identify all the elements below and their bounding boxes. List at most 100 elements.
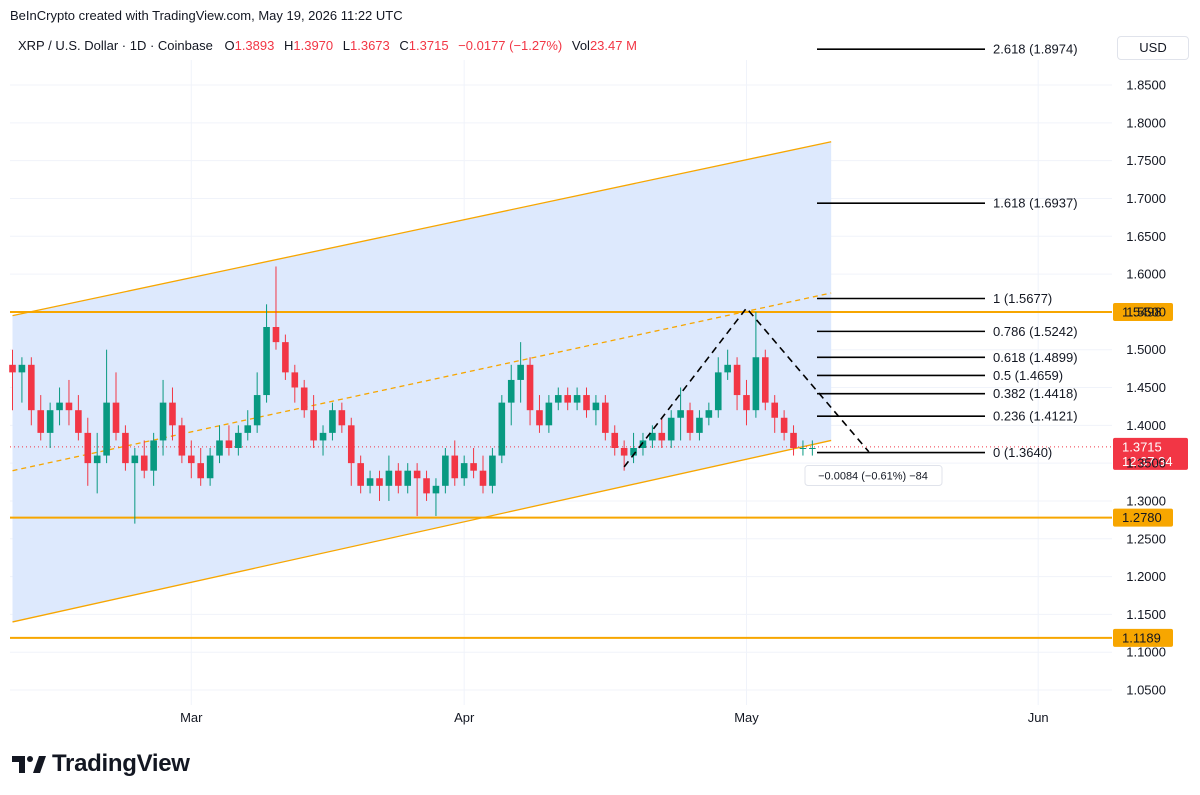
candle-body: [809, 448, 816, 449]
y-tick-label: 1.2500: [1126, 531, 1166, 546]
last-price-tag: [1113, 437, 1188, 470]
currency-button[interactable]: USD: [1117, 36, 1189, 60]
candle-body: [357, 463, 364, 486]
candle-body: [206, 455, 214, 479]
x-tick-label: Mar: [180, 710, 203, 725]
y-tick-label: 1.4000: [1126, 418, 1166, 433]
channel-upper-line: [12, 141, 832, 317]
candle-body: [517, 364, 524, 380]
close-label: C: [399, 38, 409, 53]
candle-body: [705, 410, 713, 418]
last-price-label: 1.3715: [1122, 439, 1162, 454]
candle-body: [649, 432, 656, 441]
candle-body: [300, 387, 308, 411]
candle-body: [65, 402, 73, 411]
candle-body: [131, 455, 139, 464]
channel: [12, 141, 832, 623]
candle-body: [752, 357, 760, 411]
y-tick-label: 1.5000: [1126, 342, 1166, 357]
candle-body: [630, 448, 637, 456]
candle-body: [564, 395, 571, 403]
candle-body: [319, 432, 327, 441]
x-axis: Mar Apr May Jun: [180, 710, 1049, 725]
candle-body: [253, 395, 261, 426]
candle-body: [366, 478, 374, 486]
open-value: 1.3893: [234, 38, 275, 53]
x-tick-label: Jun: [1028, 710, 1049, 725]
y-tick-label: 1.7500: [1126, 153, 1166, 168]
candle-body: [385, 470, 393, 486]
candle-body: [159, 402, 167, 441]
symbol-name: XRP / U.S. Dollar · 1D · Coinbase: [18, 38, 213, 53]
candle-body: [122, 432, 129, 464]
high-label: H: [283, 38, 294, 53]
candle-body: [743, 395, 750, 411]
candle-body: [592, 402, 600, 411]
open-label: O: [224, 38, 235, 53]
candle-body: [790, 432, 797, 448]
candle-body: [545, 402, 553, 426]
level-tag: [1113, 508, 1173, 527]
candle-body: [244, 425, 252, 433]
fib-level-label: 1.618 (1.6937): [993, 196, 1078, 211]
channel-middle-line: [12, 292, 832, 472]
y-tick-label: 1.5500: [1126, 304, 1166, 319]
candle-body: [639, 440, 647, 448]
volume-value: 23.47 M: [589, 38, 637, 53]
level-tag-label: 1.5498: [1122, 305, 1162, 320]
candle-body: [799, 448, 807, 449]
candle-body: [93, 455, 101, 464]
tradingview-logo-text: TradingView: [52, 750, 190, 777]
candle-body: [771, 402, 779, 418]
candle-body: [75, 410, 82, 433]
candle-body: [103, 402, 110, 456]
candle-body: [197, 463, 204, 479]
volume-label: Vol: [571, 38, 590, 53]
last-price-countdown: 12:37:34: [1122, 454, 1173, 469]
candle-body: [696, 417, 703, 433]
low-value: 1.3673: [350, 38, 390, 53]
fib-level-label: 0.236 (1.4121): [993, 409, 1078, 424]
candle-body: [84, 432, 92, 464]
y-tick-label: 1.7000: [1126, 191, 1166, 206]
low-label: L: [342, 38, 350, 53]
candle-body: [677, 410, 684, 418]
candle-body: [602, 402, 609, 433]
fib-level-label: 0 (1.3640): [993, 445, 1052, 460]
fib-zigzag-line: [623, 306, 870, 468]
y-tick-label: 1.2000: [1126, 569, 1166, 584]
candle-body: [611, 432, 619, 448]
candle-body: [470, 463, 477, 471]
candle-body: [686, 410, 694, 433]
candle-body: [620, 448, 628, 456]
tradingview-logo[interactable]: TradingView: [12, 750, 190, 778]
fib-level-label: 2.618 (1.8974): [993, 42, 1078, 57]
candle-body: [338, 410, 346, 426]
candle-body: [272, 327, 280, 343]
candle-body: [150, 440, 157, 471]
candle-body: [235, 432, 242, 448]
candle-body: [714, 372, 722, 411]
candle-body: [404, 470, 412, 486]
candle-body: [46, 410, 54, 433]
y-tick-label: 1.6500: [1126, 229, 1166, 244]
tradingview-logo-icon: [12, 756, 46, 773]
candle-body: [526, 364, 534, 411]
candle-body: [554, 395, 562, 403]
candle-body: [347, 425, 355, 464]
candle-body: [442, 455, 449, 486]
change-value: −0.0177 (−1.27%): [458, 38, 563, 53]
fib-level-label: 0.618 (1.4899): [993, 350, 1078, 365]
candle-body: [498, 402, 506, 456]
measure-box: [804, 465, 943, 487]
candle-body: [329, 410, 336, 433]
channel-lower-line: [12, 439, 832, 623]
symbol-legend: XRP / U.S. Dollar · 1D · Coinbase O1.389…: [18, 38, 643, 53]
candle-body: [37, 410, 45, 433]
y-tick-label: 1.8000: [1126, 115, 1166, 130]
candle-body: [583, 395, 590, 411]
measure-label: −0.0084 (−0.61%) −84: [818, 471, 928, 483]
candle-body: [169, 402, 176, 426]
candle-body: [780, 417, 788, 433]
